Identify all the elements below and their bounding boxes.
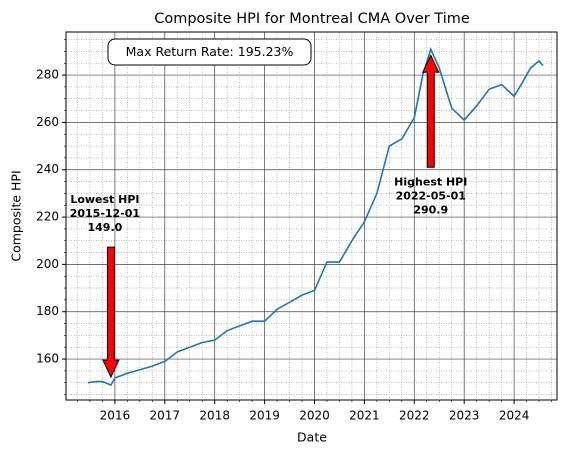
text-box: Max Return Rate: 195.23% — [107, 38, 312, 66]
annotation-text: Highest HPI — [394, 175, 467, 188]
x-tick-label: 2018 — [199, 409, 230, 423]
chart-title: Composite HPI for Montreal CMA Over Time — [154, 11, 470, 27]
x-tick-label: 2019 — [249, 409, 280, 423]
plot-frame — [65, 31, 558, 401]
x-tick-label: 2024 — [499, 409, 530, 423]
annotation-text: 2022-05-01 — [396, 189, 466, 202]
y-tick-label: 160 — [36, 352, 59, 366]
y-tick-label: 240 — [36, 162, 59, 176]
y-tick-label: 180 — [36, 304, 59, 318]
y-axis-label: Composite HPI — [9, 170, 24, 261]
y-tick-label: 260 — [36, 115, 59, 129]
y-tick-label: 280 — [36, 68, 59, 82]
x-tick-label: 2020 — [299, 409, 330, 423]
annotation-text: 2015-12-01 — [70, 207, 140, 220]
x-tick-label: 2022 — [399, 409, 430, 423]
text-box-frame — [107, 38, 312, 66]
text-box-label: Max Return Rate: 195.23% — [126, 44, 294, 59]
y-tick-label: 200 — [36, 257, 59, 271]
annotation-arrow — [102, 246, 120, 379]
annotation-text: 290.9 — [413, 203, 448, 216]
x-tick-label: 2017 — [150, 409, 181, 423]
annotation-arrow — [421, 54, 440, 168]
x-tick-label: 2016 — [100, 409, 131, 423]
y-tick-label: 220 — [36, 210, 59, 224]
x-axis-label: Date — [297, 430, 327, 445]
x-tick-label: 2023 — [449, 409, 480, 423]
x-tick-label: 2021 — [349, 409, 380, 423]
data-line — [87, 47, 544, 387]
annotation-text: Lowest HPI — [70, 193, 139, 206]
annotation-text: 149.0 — [88, 221, 123, 234]
